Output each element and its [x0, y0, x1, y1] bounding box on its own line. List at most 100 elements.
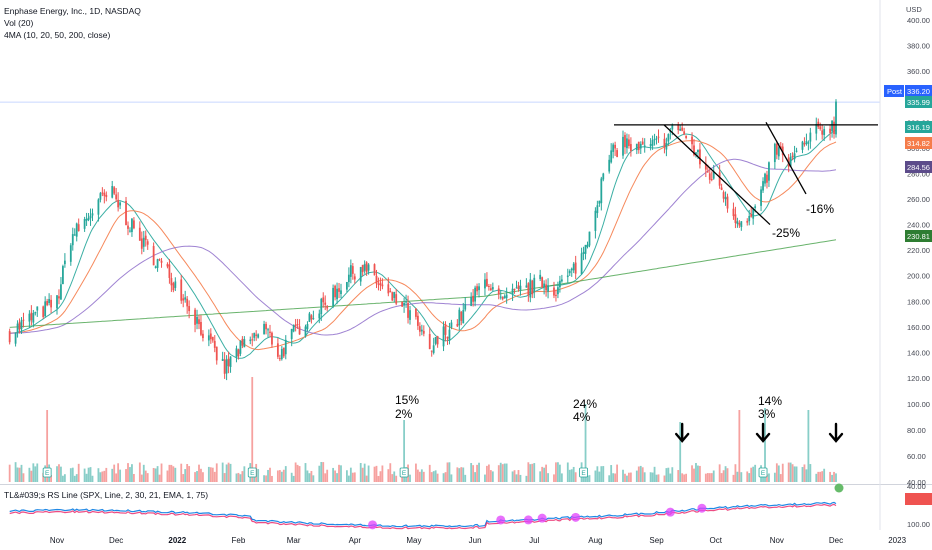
volume-bar [807, 410, 810, 482]
candle-body [699, 149, 701, 165]
volume-bar [158, 474, 161, 482]
candle-body [146, 241, 149, 245]
candle-body [105, 194, 108, 198]
candle-body [795, 150, 798, 152]
volume-bar [253, 475, 256, 482]
candle-body [227, 358, 230, 367]
volume-bar [572, 466, 575, 482]
volume-bar [720, 473, 723, 482]
candle-body [249, 339, 252, 341]
candle-body [36, 306, 39, 311]
candle-body [434, 337, 437, 344]
volume-bar [458, 468, 461, 482]
candle-body [436, 336, 439, 345]
volume-bar [389, 463, 392, 482]
time-tick-label: Dec [109, 536, 123, 545]
candle-body [829, 128, 831, 133]
ma-10-tag-text: 316.19 [907, 123, 930, 132]
candle-body [271, 332, 273, 345]
volume-bar [791, 464, 794, 482]
candle-body [639, 143, 642, 149]
candle-body [387, 284, 390, 294]
candle-body [196, 316, 198, 324]
volume-bar [215, 463, 218, 482]
volume-bar [773, 472, 776, 482]
volume-bar [304, 463, 307, 482]
volume-bar [699, 465, 701, 482]
volume-bar [657, 474, 660, 482]
volume-mark-oct-bottom: 3% [758, 407, 776, 421]
volume-bar [207, 466, 210, 482]
chart-title: Enphase Energy, Inc., 1D, NASDAQ [4, 6, 141, 16]
trendline-decline-1 [663, 124, 771, 226]
candle-body [119, 202, 122, 206]
volume-bar [726, 468, 729, 482]
earnings-marker[interactable] [579, 467, 588, 478]
earnings-marker[interactable] [247, 467, 257, 478]
volume-bar [420, 469, 423, 482]
volume-bar [60, 466, 62, 482]
decline-2-label: -16% [806, 202, 834, 216]
volume-bar [706, 473, 709, 482]
candle-body [415, 308, 417, 317]
candle-body [44, 301, 47, 317]
candle-body [608, 159, 611, 172]
volume-bar [294, 462, 297, 482]
volume-bar [276, 470, 279, 482]
candle-body [478, 286, 480, 291]
volume-mark-aug-bottom: 4% [573, 410, 591, 424]
volume-bar [724, 466, 727, 482]
price-tick-label: 260.00 [907, 195, 930, 204]
candle-body [180, 279, 183, 301]
earnings-marker-label: E [250, 470, 255, 477]
volume-bar [125, 469, 127, 482]
volume-bar [308, 473, 311, 482]
candle-body [708, 173, 711, 180]
candle-body [20, 320, 23, 330]
candle-body [237, 349, 240, 357]
candle-body [663, 138, 666, 148]
candle-body [560, 279, 563, 282]
candle-body [683, 131, 686, 135]
candle-body [484, 279, 486, 289]
time-tick-label: Apr [349, 536, 362, 545]
volume-bar [133, 473, 135, 482]
candle-body [334, 285, 336, 298]
volume-bar [472, 465, 475, 482]
volume-bar [835, 473, 837, 482]
price-tick-label: 200.00 [907, 272, 930, 281]
volume-bar [436, 473, 439, 482]
candle-body [720, 187, 723, 190]
volume-bar [428, 464, 431, 482]
volume-bar [318, 465, 321, 482]
volume-bar [239, 474, 242, 482]
volume-bar [594, 470, 597, 482]
candle-body [653, 139, 656, 141]
candle-body [789, 156, 792, 167]
candle-body [555, 294, 557, 296]
candle-body [460, 311, 463, 321]
volume-bar [296, 464, 299, 482]
time-tick-label: Nov [50, 536, 64, 545]
candle-body [748, 216, 751, 222]
earnings-marker[interactable] [758, 467, 768, 478]
candle-body [14, 332, 17, 344]
candle-body [194, 309, 196, 325]
candle-body [182, 298, 185, 301]
volume-bar [517, 470, 520, 482]
time-tick-label: 2023 [888, 536, 906, 545]
volume-bar [649, 472, 652, 482]
candle-body [363, 264, 366, 271]
candle-body [651, 140, 654, 146]
candle-body [336, 288, 338, 300]
earnings-marker[interactable] [42, 467, 52, 478]
candle-body [706, 171, 709, 173]
candle-body [375, 275, 378, 284]
candle-body [284, 339, 287, 355]
volume-bar [766, 474, 768, 482]
earnings-marker[interactable] [399, 467, 409, 478]
ma-20-tag [905, 137, 932, 149]
down-arrow-icon [755, 422, 771, 443]
